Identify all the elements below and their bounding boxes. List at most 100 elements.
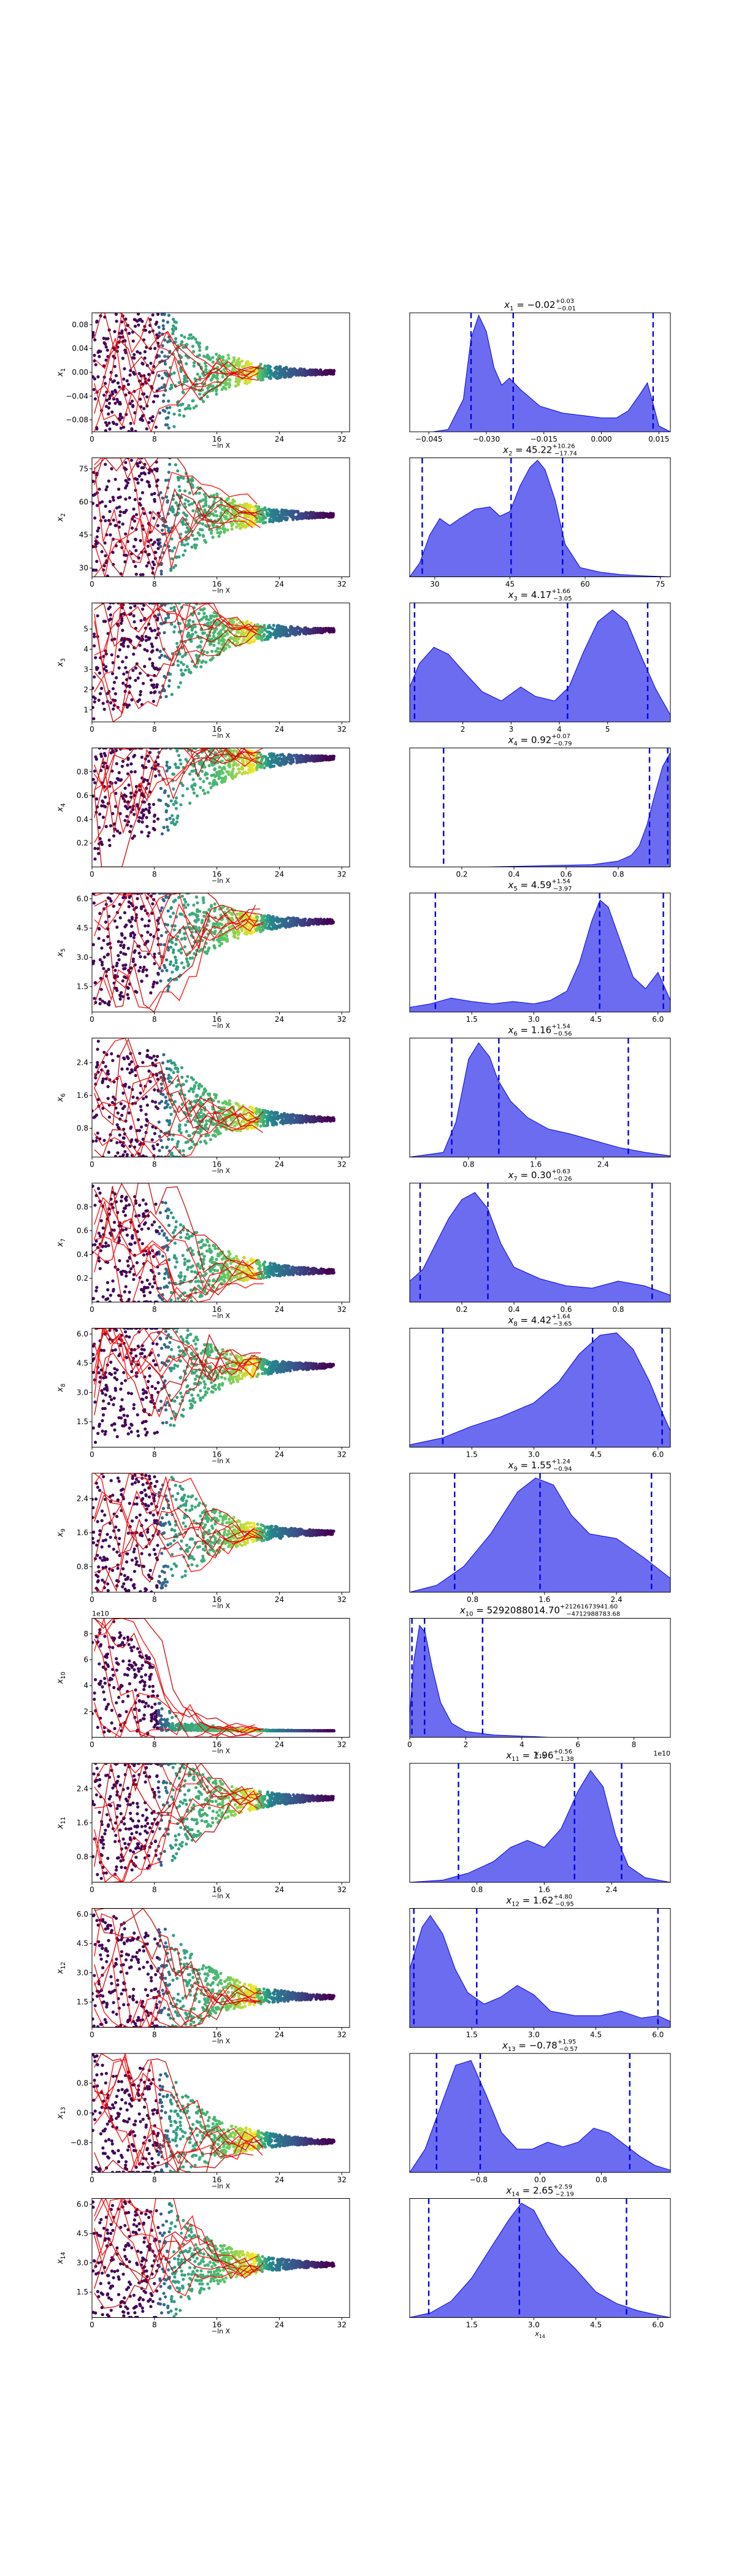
sample-point	[265, 764, 269, 767]
sample-point	[92, 568, 96, 572]
sample-point	[202, 400, 205, 404]
sample-point	[225, 940, 229, 943]
sample-point	[96, 614, 99, 618]
sample-point	[123, 911, 127, 914]
sample-point	[104, 825, 108, 829]
sample-point	[215, 373, 219, 377]
sample-point	[93, 981, 98, 984]
sample-point	[100, 804, 104, 808]
sample-point	[163, 631, 166, 635]
sample-point	[179, 803, 183, 807]
sample-point	[147, 421, 151, 424]
sample-point	[134, 513, 139, 516]
sample-point	[111, 380, 115, 384]
sample-point	[196, 510, 200, 513]
sample-point	[277, 519, 281, 523]
sample-point	[125, 670, 129, 674]
sample-point	[211, 656, 215, 660]
sample-point	[275, 624, 279, 629]
sample-point	[159, 979, 163, 983]
sample-point	[145, 649, 149, 653]
sample-point	[161, 344, 164, 348]
sample-point	[142, 813, 145, 817]
sample-point	[106, 337, 110, 340]
sample-point	[105, 423, 109, 427]
sample-point	[153, 347, 157, 350]
sample-point	[202, 355, 206, 358]
sample-point	[105, 485, 109, 489]
sample-point	[131, 930, 135, 935]
sample-point	[174, 564, 177, 567]
x-tick-label: 32	[337, 1015, 347, 1024]
sample-point	[171, 549, 174, 553]
sample-point	[216, 366, 220, 369]
sample-point	[185, 603, 188, 605]
sample-point	[301, 629, 305, 633]
y-tick-label: 45	[79, 531, 88, 539]
sample-point	[299, 372, 304, 376]
x-tick-label: 0.015	[648, 435, 669, 443]
sample-point	[113, 637, 117, 641]
sample-point	[320, 756, 323, 761]
sample-point	[199, 1110, 203, 1114]
sample-point	[166, 320, 170, 324]
sample-point	[272, 624, 275, 627]
x-tick-label: 5	[605, 725, 610, 734]
panel-area-x4: 0.2 0.4 0.6 0.8x4 = 0.92+0.07 −0.79	[409, 734, 671, 879]
sample-point	[112, 421, 116, 425]
sample-point	[243, 380, 247, 385]
sample-point	[136, 897, 139, 900]
trace-line	[94, 748, 255, 818]
sample-point	[92, 333, 95, 337]
sample-point	[193, 537, 196, 541]
sample-point	[111, 551, 115, 554]
sample-point	[183, 549, 187, 553]
sample-point	[131, 837, 134, 840]
sample-point	[215, 376, 219, 380]
sample-point	[275, 516, 279, 520]
sample-point	[261, 378, 265, 381]
sample-point	[246, 771, 250, 775]
sample-point	[139, 472, 144, 475]
sample-point	[223, 531, 226, 534]
sample-point	[248, 379, 251, 383]
sample-point	[171, 317, 175, 321]
sample-point	[307, 756, 310, 759]
sample-point	[108, 427, 112, 431]
sample-point	[118, 903, 121, 907]
sample-point	[152, 819, 156, 823]
scatter-frame	[91, 602, 350, 723]
sample-point	[182, 521, 185, 524]
sample-point	[113, 692, 117, 696]
sample-point	[118, 648, 121, 652]
sample-point	[93, 516, 97, 520]
sample-point	[233, 1124, 237, 1128]
sample-point	[133, 324, 137, 328]
sample-point	[149, 678, 153, 682]
sample-point	[140, 918, 144, 921]
sample-point	[149, 691, 153, 694]
sample-point	[164, 495, 169, 499]
x-tick-label: 0.6	[560, 870, 572, 879]
sample-point	[132, 519, 137, 523]
sample-point	[98, 1002, 102, 1006]
sample-point	[202, 607, 206, 611]
sample-point	[235, 638, 239, 642]
kde-area	[409, 609, 671, 723]
sample-point	[156, 616, 159, 620]
sample-point	[162, 826, 166, 829]
sample-point	[120, 991, 123, 995]
sample-point	[185, 514, 189, 518]
sample-point	[133, 318, 137, 322]
sample-point	[309, 921, 312, 925]
scatter-frame	[91, 892, 350, 1013]
sample-point	[114, 676, 118, 680]
sample-point	[216, 531, 220, 535]
sample-point	[126, 1067, 129, 1071]
sample-point	[178, 413, 182, 417]
sample-point	[323, 369, 327, 373]
sample-point	[278, 365, 282, 369]
sample-point	[101, 963, 104, 967]
sample-point	[98, 487, 101, 491]
sample-point	[197, 491, 201, 495]
